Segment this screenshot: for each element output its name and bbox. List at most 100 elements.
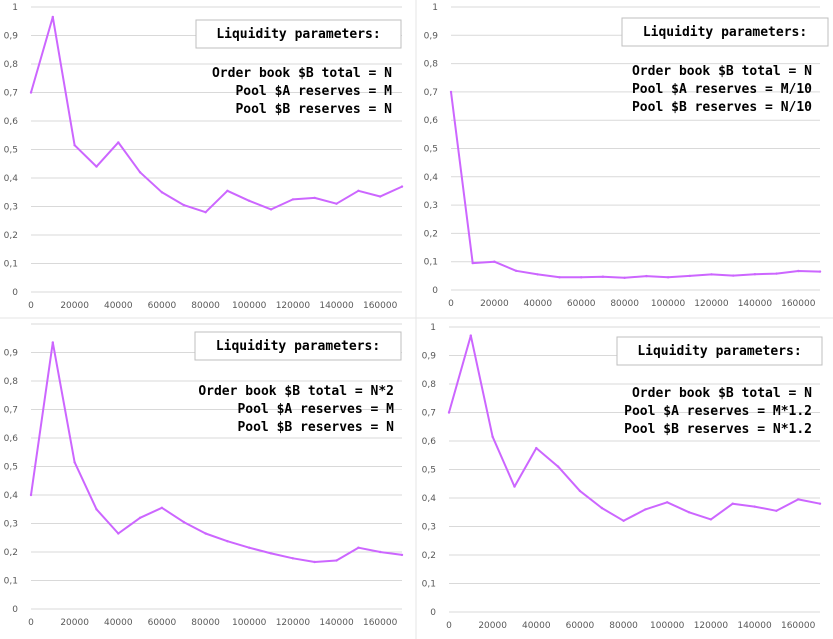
y-tick-label: 0 [12, 288, 18, 298]
y-tick-label: 0,2 [424, 229, 438, 239]
parameter-line: Order book $B total = N [632, 64, 812, 79]
y-tick-label: 0,5 [422, 466, 436, 476]
data-point [623, 276, 626, 279]
data-point [732, 274, 735, 277]
series-line [30, 341, 403, 563]
y-tick-label: 1 [432, 3, 438, 13]
parameter-line: Order book $B total = N [212, 66, 392, 81]
chart-panel-3: 0 0,1 0,2 0,3 0,4 0,5 0,6 0,7 0,8 0,9 0 20000 40000 6… [4, 323, 404, 628]
legend-box [195, 19, 402, 49]
y-tick-label: 0,1 [424, 258, 438, 268]
y-tick-label: 0,6 [4, 434, 19, 444]
data-point [493, 260, 496, 263]
data-point [514, 269, 518, 272]
legend-box [621, 17, 829, 47]
data-point [622, 519, 625, 522]
x-tick-label: 140000 [738, 299, 773, 309]
data-point [160, 191, 164, 194]
data-point [600, 506, 603, 510]
y-tick-label: 0,6 [422, 437, 437, 447]
x-tick-label: 40000 [522, 621, 551, 631]
data-point [73, 461, 76, 464]
y-tick-label: 0,9 [4, 32, 19, 42]
data-point [335, 559, 338, 562]
data-point [666, 501, 669, 504]
data-point [513, 485, 516, 488]
x-tick-label: 120000 [276, 618, 311, 628]
x-tick-label: 120000 [276, 301, 311, 311]
legend-title: Liquidity parameters: [216, 339, 380, 354]
x-tick-label: 40000 [104, 618, 133, 628]
parameter-line: Pool $B reserves = N/10 [632, 100, 812, 115]
data-point [710, 273, 713, 276]
parameter-line: Order book $B total = N*2 [198, 384, 394, 399]
x-tick-label: 100000 [651, 299, 686, 309]
data-point [51, 341, 54, 344]
series-line [30, 16, 403, 214]
x-tick-label: 60000 [566, 621, 595, 631]
y-tick-label: 0,4 [422, 494, 437, 504]
data-point [335, 202, 338, 205]
data-point [601, 275, 605, 278]
x-tick-label: 40000 [104, 301, 133, 311]
y-tick-label: 0 [12, 605, 18, 615]
x-tick-label: 0 [28, 618, 34, 628]
data-point [447, 411, 451, 414]
data-point [558, 276, 561, 279]
parameter-line: Pool $A reserves = M [237, 402, 394, 417]
data-point [400, 553, 404, 557]
x-tick-label: 60000 [567, 299, 596, 309]
data-point [248, 199, 251, 202]
parameter-line: Pool $A reserves = M/10 [632, 82, 812, 97]
data-point [797, 269, 800, 273]
data-point [73, 144, 76, 147]
y-tick-label: 0,8 [422, 380, 437, 390]
data-point [248, 546, 251, 549]
x-tick-label: 80000 [191, 618, 220, 628]
y-tick-label: 0 [432, 286, 438, 296]
data-point [51, 15, 54, 19]
data-point [818, 502, 822, 505]
x-tick-label: 60000 [148, 618, 177, 628]
y-tick-label: 0,1 [422, 580, 436, 590]
data-point [29, 91, 33, 94]
y-tick-label: 0,7 [424, 88, 438, 98]
x-tick-label: 140000 [319, 301, 354, 311]
data-point [204, 532, 207, 535]
y-tick-label: 0,8 [424, 60, 439, 70]
x-tick-label: 60000 [148, 301, 177, 311]
data-point [687, 511, 691, 514]
data-point [204, 211, 207, 214]
y-tick-label: 0,3 [4, 520, 18, 530]
y-tick-label: 0,6 [4, 117, 19, 127]
legend-title: Liquidity parameters: [637, 344, 801, 359]
data-point [117, 141, 120, 144]
data-point [269, 552, 273, 555]
legend-box [616, 336, 823, 366]
y-tick-label: 0,1 [4, 577, 18, 587]
y-tick-label: 0,9 [4, 349, 19, 359]
x-tick-label: 160000 [363, 618, 398, 628]
data-point [469, 334, 472, 337]
y-tick-label: 0,8 [4, 377, 19, 387]
y-tick-label: 0,9 [424, 31, 439, 41]
y-tick-label: 0,2 [422, 551, 436, 561]
y-tick-label: 0,5 [4, 146, 18, 156]
data-point [313, 560, 316, 564]
data-point [491, 435, 494, 438]
data-point [556, 465, 560, 468]
y-tick-label: 0,5 [4, 463, 18, 473]
data-point [449, 90, 453, 94]
chart-panel-1: 0 0,1 0,2 0,3 0,4 0,5 0,6 0,7 0,8 0,9 1 0 20000 40000… [4, 3, 404, 311]
x-tick-label: 120000 [694, 621, 729, 631]
x-tick-label: 120000 [694, 299, 729, 309]
x-tick-label: 80000 [191, 301, 220, 311]
data-point [379, 550, 382, 554]
data-point [536, 273, 539, 276]
parameter-line: Order book $B total = N [632, 386, 812, 401]
x-tick-label: 160000 [781, 299, 816, 309]
data-point [379, 195, 382, 198]
x-tick-label: 140000 [737, 621, 772, 631]
data-point [117, 532, 120, 535]
chart-panel-4: 0 0,1 0,2 0,3 0,4 0,5 0,6 0,7 0,8 0,9 1 0 20000 40000… [422, 323, 823, 631]
